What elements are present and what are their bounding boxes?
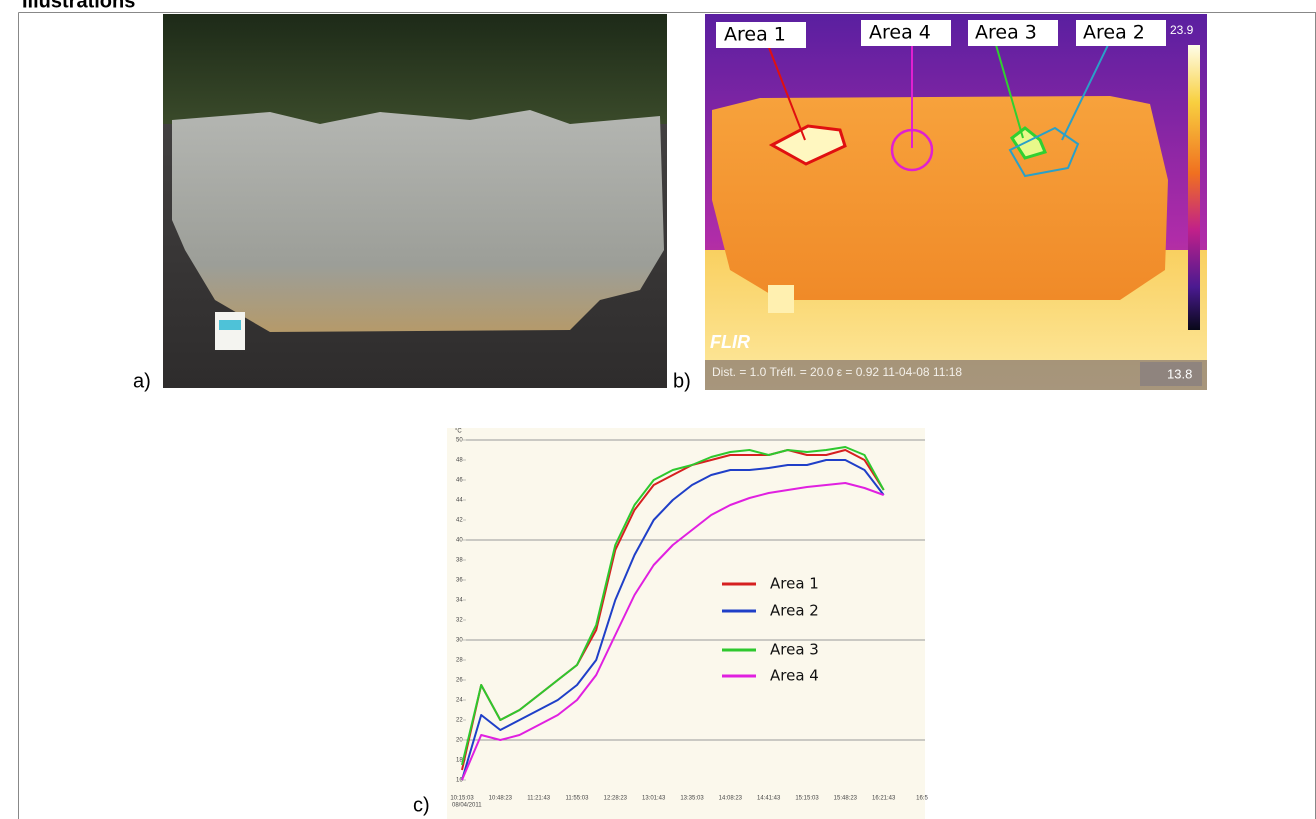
x-tick-label: 15:48:23 xyxy=(834,796,858,802)
y-unit: °C xyxy=(455,429,462,435)
x-tick-label: 15:15:03 xyxy=(795,796,819,802)
info-bar: Dist. = 1.0 Tréfl. = 20.0 ε = 0.92 11-04… xyxy=(712,365,962,379)
y-tick-label: 26 xyxy=(456,678,463,684)
section-title: Illustrations xyxy=(22,0,135,12)
legend-label: Area 4 xyxy=(770,667,819,685)
x-tick-label: 11:21:43 xyxy=(527,796,551,802)
y-tick-label: 22 xyxy=(456,718,463,724)
y-tick-label: 48 xyxy=(456,458,463,464)
area-tag: Area 3 xyxy=(975,22,1037,44)
x-tick-label: 12:28:23 xyxy=(604,796,628,802)
figure-label: c) xyxy=(413,794,430,816)
page: {"header": {"title": "Illustrations"}, "… xyxy=(0,0,1316,819)
y-tick-label: 36 xyxy=(456,578,463,584)
figure-label: b) xyxy=(673,370,691,392)
y-tick-label: 46 xyxy=(456,478,463,484)
area-tag: Area 2 xyxy=(1083,22,1145,44)
chart-background xyxy=(447,428,925,819)
x-tick-label: 10:15:03 xyxy=(450,796,474,802)
area-tag: Area 1 xyxy=(724,24,786,46)
y-tick-label: 42 xyxy=(456,518,463,524)
x-tick-label: 14:41:43 xyxy=(757,796,781,802)
y-tick-label: 34 xyxy=(456,598,463,604)
y-tick-label: 38 xyxy=(456,558,463,564)
x-date: 08/04/2011 xyxy=(452,803,482,809)
y-tick-label: 44 xyxy=(456,498,463,504)
x-tick-label: 13:01:43 xyxy=(642,796,666,802)
y-tick-label: 32 xyxy=(456,618,463,624)
x-tick-label: 13:35:03 xyxy=(680,796,704,802)
y-tick-label: 40 xyxy=(456,538,463,544)
y-tick-label: 28 xyxy=(456,658,463,664)
legend-label: Area 1 xyxy=(770,575,819,593)
x-tick-label: 10:48:23 xyxy=(489,796,513,802)
y-tick-label: 30 xyxy=(456,638,463,644)
y-tick-label: 50 xyxy=(456,438,463,444)
scale-min: 13.8 xyxy=(1167,366,1192,381)
y-tick-label: 24 xyxy=(456,698,463,704)
x-tick-label: 14:08:23 xyxy=(719,796,743,802)
legend-label: Area 3 xyxy=(770,641,819,659)
brand-logo: FLIR xyxy=(710,332,750,352)
photo xyxy=(163,14,667,388)
legend-label: Area 2 xyxy=(770,602,819,620)
y-tick-label: 20 xyxy=(456,738,463,744)
figure-label: a) xyxy=(133,370,151,392)
x-tick-label: 16:21:43 xyxy=(872,796,896,802)
x-tick-label: 11:55:03 xyxy=(566,796,590,802)
x-tick-label: 16:5 xyxy=(916,796,928,802)
area-tag: Area 4 xyxy=(869,22,931,44)
scale-max: 23.9 xyxy=(1170,23,1194,37)
thermal-image xyxy=(705,14,1207,390)
document: Illustrations a) xyxy=(0,0,1316,819)
